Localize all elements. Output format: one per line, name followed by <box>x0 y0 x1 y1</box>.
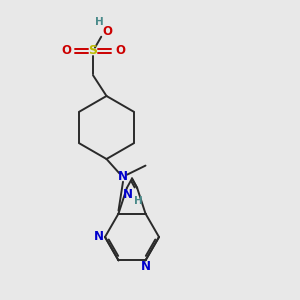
Text: H: H <box>134 196 142 206</box>
Text: N: N <box>94 230 104 244</box>
Text: N: N <box>140 260 151 273</box>
Text: S: S <box>88 44 98 58</box>
Text: N: N <box>123 188 133 201</box>
Text: O: O <box>61 44 71 58</box>
Text: H: H <box>95 16 104 26</box>
Text: N: N <box>118 170 128 184</box>
Text: O: O <box>102 25 112 38</box>
Text: O: O <box>115 44 125 58</box>
